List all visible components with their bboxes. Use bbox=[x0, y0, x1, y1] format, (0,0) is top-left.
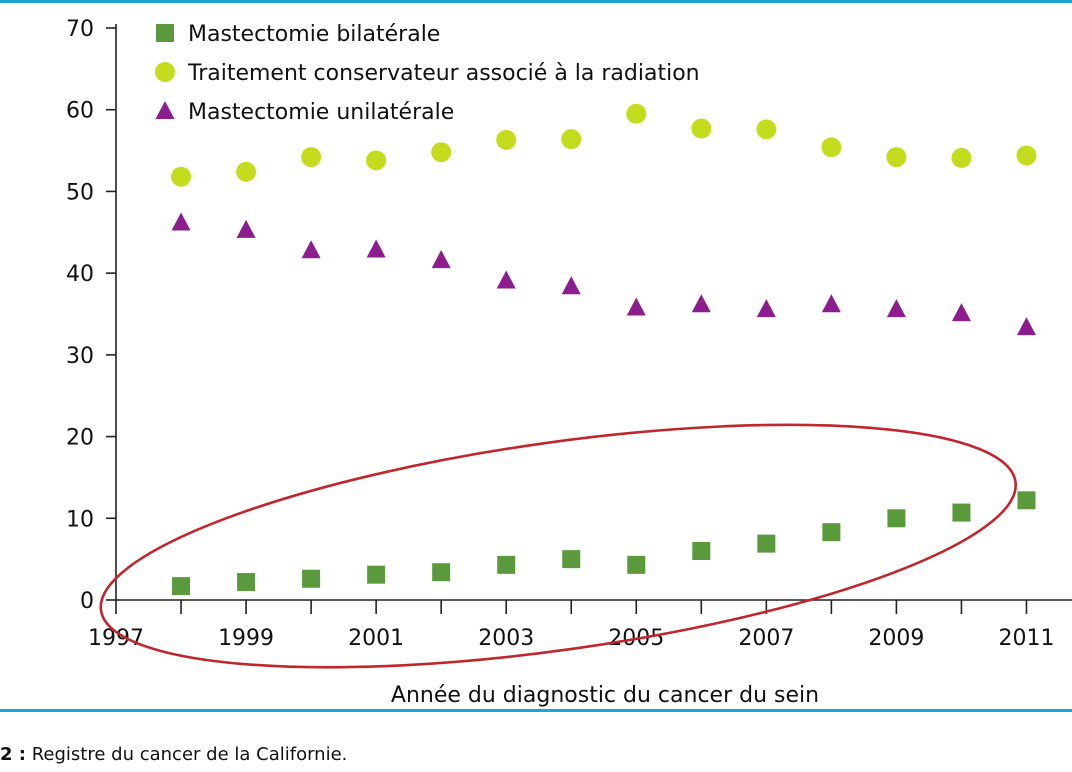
data-point-square bbox=[497, 555, 516, 574]
y-tick-label: 40 bbox=[66, 262, 94, 287]
x-tick-label: 2001 bbox=[348, 626, 404, 651]
figure-number: 2 : bbox=[0, 744, 26, 765]
data-point-circle bbox=[951, 147, 972, 168]
source-note: 2 : Registre du cancer de la Californie. bbox=[0, 744, 347, 765]
x-tick-label: 2007 bbox=[738, 626, 794, 651]
legend-marker-square bbox=[156, 24, 174, 42]
data-point-circle bbox=[1016, 145, 1037, 166]
x-tick-label: 2009 bbox=[868, 626, 924, 651]
y-tick-label: 10 bbox=[66, 507, 94, 532]
data-point-triangle bbox=[1016, 317, 1036, 336]
data-point-circle bbox=[366, 150, 387, 171]
source-text: Registre du cancer de la Californie. bbox=[31, 744, 348, 765]
y-tick-label: 20 bbox=[66, 426, 94, 451]
legend-marker-circle bbox=[155, 62, 175, 82]
x-axis-label: Année du diagnostic du cancer du sein bbox=[391, 683, 819, 708]
data-point-circle bbox=[626, 103, 647, 124]
y-tick-label: 50 bbox=[66, 180, 94, 205]
data-point-square bbox=[432, 563, 451, 582]
data-point-square bbox=[627, 555, 646, 574]
data-point-circle bbox=[301, 147, 322, 168]
legend: Mastectomie bilatérale Traitement conserv… bbox=[155, 22, 700, 125]
data-point-square bbox=[172, 577, 191, 596]
data-point-circle bbox=[756, 119, 777, 140]
data-point-square bbox=[302, 569, 321, 588]
y-tick-label: 60 bbox=[66, 99, 94, 124]
data-point-triangle bbox=[301, 240, 321, 259]
x-tick-label: 1997 bbox=[88, 626, 144, 651]
data-point-triangle bbox=[821, 294, 841, 313]
data-marks bbox=[171, 103, 1037, 596]
data-point-circle bbox=[236, 161, 257, 182]
data-point-triangle bbox=[496, 270, 516, 289]
data-point-triangle bbox=[951, 303, 971, 322]
x-tick-label: 2003 bbox=[478, 626, 534, 651]
data-point-square bbox=[692, 541, 711, 560]
data-point-triangle bbox=[691, 294, 711, 313]
legend-label: Mastectomie unilatérale bbox=[188, 100, 454, 125]
data-point-circle bbox=[691, 118, 712, 139]
data-point-square bbox=[757, 534, 776, 553]
data-point-triangle bbox=[366, 239, 386, 258]
x-tick-label: 2011 bbox=[998, 626, 1054, 651]
data-point-square bbox=[887, 509, 906, 528]
data-point-triangle bbox=[236, 219, 256, 238]
data-point-triangle bbox=[431, 250, 451, 269]
data-point-circle bbox=[496, 129, 517, 150]
y-tick-label: 70 bbox=[66, 17, 94, 42]
y-tick-label: 0 bbox=[80, 589, 94, 614]
x-tick-label: 1999 bbox=[218, 626, 274, 651]
legend-label: Mastectomie bilatérale bbox=[188, 22, 440, 47]
highlight-ellipse bbox=[99, 423, 1018, 669]
data-point-triangle bbox=[626, 297, 646, 316]
y-tick-label: 30 bbox=[66, 344, 94, 369]
bottom-rule bbox=[0, 709, 1072, 712]
data-point-circle bbox=[821, 137, 842, 158]
data-point-circle bbox=[561, 129, 582, 150]
data-point-triangle bbox=[886, 299, 906, 318]
data-point-triangle bbox=[756, 299, 776, 318]
data-point-circle bbox=[431, 142, 452, 163]
data-point-square bbox=[562, 550, 581, 569]
data-point-square bbox=[1017, 491, 1036, 510]
data-point-circle bbox=[171, 166, 192, 187]
top-rule bbox=[0, 0, 1072, 3]
data-point-square bbox=[367, 565, 386, 584]
legend-label: Traitement conservateur associé à la rad… bbox=[187, 61, 700, 86]
data-point-square bbox=[952, 503, 971, 522]
legend-marker-triangle bbox=[155, 101, 175, 119]
annotations bbox=[99, 423, 1018, 669]
data-point-square bbox=[237, 573, 256, 592]
data-point-triangle bbox=[561, 276, 581, 295]
data-point-triangle bbox=[171, 212, 191, 231]
data-point-circle bbox=[886, 147, 907, 168]
data-point-square bbox=[822, 523, 841, 542]
